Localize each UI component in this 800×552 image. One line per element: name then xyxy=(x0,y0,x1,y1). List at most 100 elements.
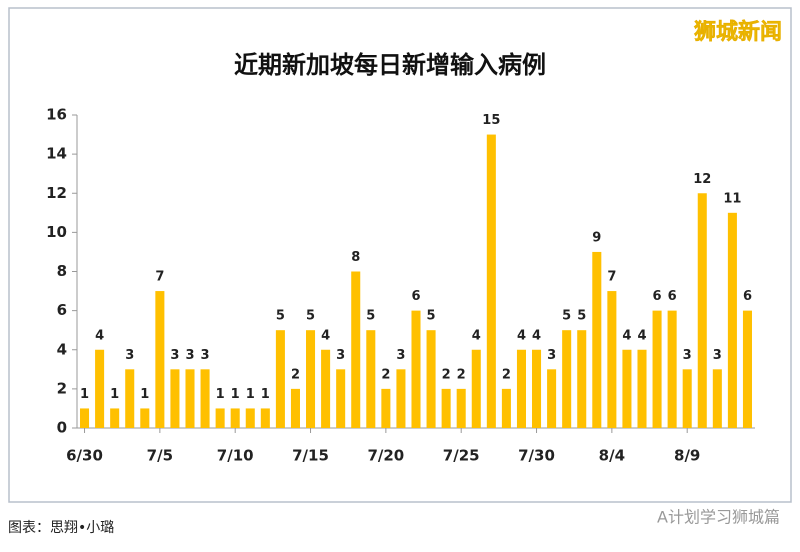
bar xyxy=(245,408,255,428)
data-label: 2 xyxy=(381,367,390,382)
bar xyxy=(170,369,180,428)
data-label: 3 xyxy=(396,348,405,363)
data-label: 3 xyxy=(125,348,134,363)
data-label: 1 xyxy=(110,387,119,402)
data-label: 2 xyxy=(502,367,511,382)
x-tick-label: 8/4 xyxy=(599,447,625,465)
data-label: 6 xyxy=(653,289,662,304)
data-label: 5 xyxy=(427,309,436,324)
bar xyxy=(230,408,240,428)
data-label: 3 xyxy=(201,348,210,363)
bar xyxy=(547,369,557,428)
bar xyxy=(155,291,165,428)
x-tick-label: 8/9 xyxy=(674,447,700,465)
bar xyxy=(140,408,150,428)
bar xyxy=(471,349,481,428)
brand: 狮城新闻 xyxy=(694,19,782,45)
bar xyxy=(562,330,572,428)
data-label: 3 xyxy=(713,348,722,363)
x-tick-label: 7/25 xyxy=(443,447,480,465)
x-tick-label: 7/15 xyxy=(292,447,329,465)
y-tick-label: 2 xyxy=(57,379,67,397)
x-tick-label: 7/5 xyxy=(147,447,173,465)
data-label: 3 xyxy=(683,348,692,363)
bar xyxy=(697,193,707,428)
bar xyxy=(501,388,511,428)
bar xyxy=(366,330,376,428)
bar xyxy=(411,310,421,428)
bar xyxy=(321,349,331,428)
bar xyxy=(426,330,436,428)
data-label: 2 xyxy=(442,367,451,382)
bar xyxy=(742,310,752,428)
bar xyxy=(275,330,285,428)
bar xyxy=(260,408,270,428)
data-label: 4 xyxy=(321,328,330,343)
data-label: 1 xyxy=(231,387,240,402)
data-label: 12 xyxy=(693,172,711,187)
data-label: 3 xyxy=(185,348,194,363)
data-label: 4 xyxy=(472,328,481,343)
bar xyxy=(441,388,451,428)
y-tick-label: 10 xyxy=(46,223,67,241)
bar xyxy=(607,291,617,428)
credit: 图表：思翔•小璐 xyxy=(8,520,114,536)
bar xyxy=(351,271,361,428)
bar xyxy=(381,388,391,428)
data-label: 7 xyxy=(607,270,616,285)
data-label: 4 xyxy=(95,328,104,343)
x-tick-label: 6/30 xyxy=(66,447,103,465)
data-label: 5 xyxy=(562,309,571,324)
data-label: 1 xyxy=(216,387,225,402)
bar xyxy=(727,212,737,428)
y-tick-label: 8 xyxy=(57,262,67,280)
data-label: 5 xyxy=(276,309,285,324)
bar xyxy=(486,134,496,428)
chart-title: 近期新加坡每日新增输入病例 xyxy=(234,51,546,79)
data-label: 8 xyxy=(351,250,360,265)
y-tick-label: 6 xyxy=(57,301,67,319)
bar xyxy=(622,349,632,428)
bar xyxy=(682,369,692,428)
bar xyxy=(200,369,210,428)
bar xyxy=(456,388,466,428)
data-label: 5 xyxy=(366,309,375,324)
y-tick-label: 12 xyxy=(46,184,67,202)
data-label: 4 xyxy=(517,328,526,343)
bar xyxy=(125,369,135,428)
data-label: 1 xyxy=(261,387,270,402)
bar xyxy=(80,408,90,428)
data-label: 5 xyxy=(306,309,315,324)
data-label: 7 xyxy=(155,270,164,285)
bar xyxy=(532,349,542,428)
data-label: 15 xyxy=(482,113,500,128)
data-label: 4 xyxy=(637,328,646,343)
data-label: 4 xyxy=(532,328,541,343)
bar xyxy=(110,408,120,428)
y-tick-label: 14 xyxy=(46,145,67,163)
bar xyxy=(516,349,526,428)
bar xyxy=(592,251,602,428)
data-label: 1 xyxy=(246,387,255,402)
data-label: 2 xyxy=(291,367,300,382)
bar xyxy=(336,369,346,428)
x-tick-label: 7/20 xyxy=(367,447,404,465)
bar xyxy=(712,369,722,428)
data-label: 3 xyxy=(547,348,556,363)
bar xyxy=(95,349,105,428)
data-label: 3 xyxy=(170,348,179,363)
bar xyxy=(577,330,587,428)
x-tick-label: 7/30 xyxy=(518,447,555,465)
data-label: 11 xyxy=(723,191,741,206)
bar xyxy=(652,310,662,428)
bar xyxy=(306,330,316,428)
data-label: 6 xyxy=(668,289,677,304)
y-tick-label: 0 xyxy=(57,419,67,437)
data-label: 1 xyxy=(140,387,149,402)
data-label: 4 xyxy=(622,328,631,343)
data-label: 6 xyxy=(411,289,420,304)
data-label: 1 xyxy=(80,387,89,402)
bar xyxy=(396,369,406,428)
bar xyxy=(290,388,300,428)
